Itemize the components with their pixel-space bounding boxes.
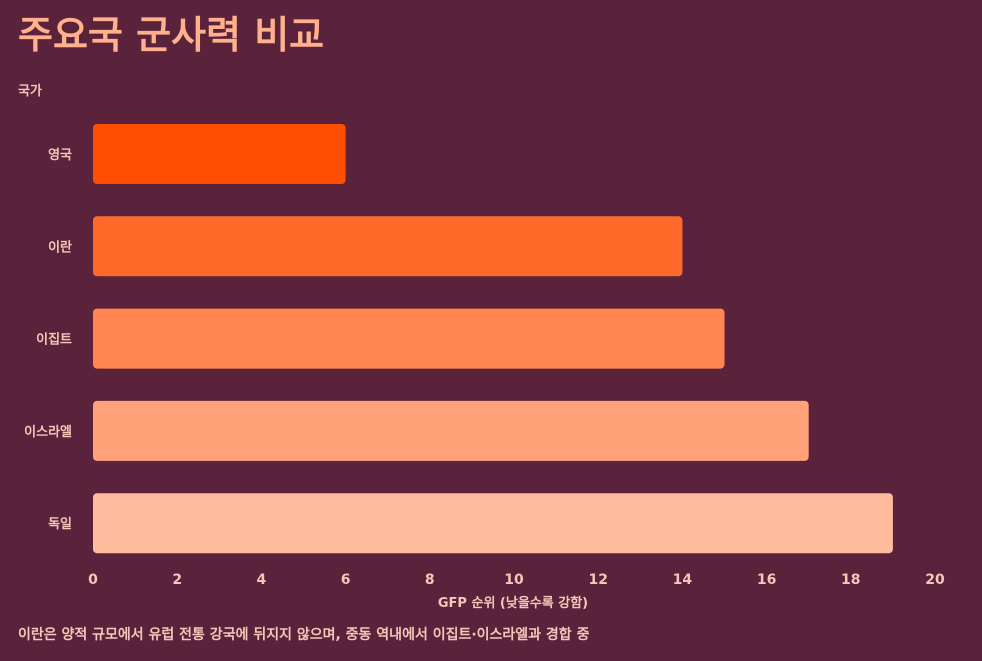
category-label: 영국 xyxy=(48,148,72,163)
x-tick-label: 2 xyxy=(172,572,182,588)
category-label: 이스라엘 xyxy=(24,424,72,440)
x-tick-label: 16 xyxy=(757,572,776,588)
x-tick-labels: 0 2 4 6 8 10 12 14 16 18 20 xyxy=(88,572,945,588)
y-axis-title: 국가 xyxy=(18,84,42,99)
x-tick-label: 6 xyxy=(341,572,351,588)
bar-0 xyxy=(93,124,346,184)
chart-caption: 이란은 양적 규모에서 유럽 전통 강국에 뒤지지 않으며, 중동 역내에서 이… xyxy=(18,627,590,643)
bar-4 xyxy=(93,493,893,554)
bars-group xyxy=(93,124,893,554)
x-tick-label: 12 xyxy=(588,572,607,588)
x-tick-label: 20 xyxy=(925,572,945,588)
bar-1 xyxy=(93,216,683,277)
x-axis-title: GFP 순위 (낮을수록 강함) xyxy=(438,595,588,611)
x-tick-label: 8 xyxy=(425,572,435,588)
x-tick-label: 18 xyxy=(841,572,860,588)
x-tick-label: 10 xyxy=(504,572,524,588)
x-tick-label: 4 xyxy=(257,572,267,588)
x-tick-label: 14 xyxy=(673,572,693,588)
bar-2 xyxy=(93,308,725,369)
category-label: 이집트 xyxy=(36,332,72,348)
x-tick-label: 0 xyxy=(88,572,98,588)
bar-3 xyxy=(93,400,809,461)
chart-title: 주요국 군사력 비교 xyxy=(18,13,325,57)
category-label: 독일 xyxy=(48,517,72,532)
category-label: 이란 xyxy=(48,239,72,255)
